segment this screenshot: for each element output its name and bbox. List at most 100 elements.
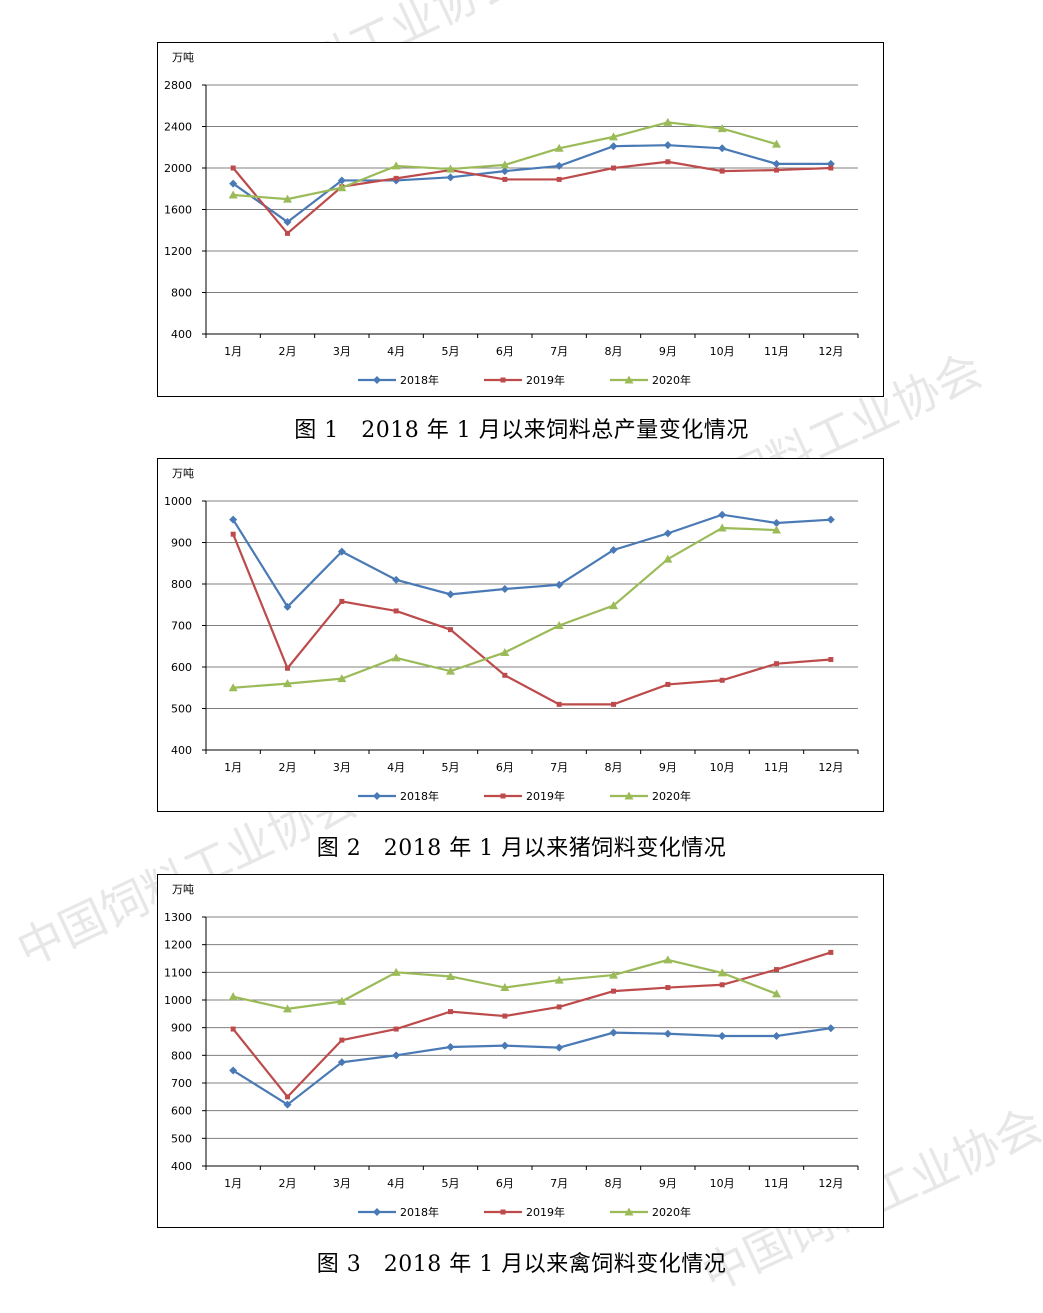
legend-label-2019: 2019年 <box>526 789 565 803</box>
data-point-2020 <box>446 971 455 980</box>
data-point-2018 <box>663 1029 672 1038</box>
chart-3-caption: 图 3 2018 年 1 月以来禽饲料变化情况 <box>316 1252 727 1277</box>
x-tick-label: 11月 <box>764 345 789 358</box>
data-point-2018 <box>772 1031 781 1040</box>
chart-3-svg: 万吨 400 500 600 700 800 900 1000 1100 1200 1300 1月 2月… <box>164 883 859 1219</box>
legend-marker-2019 <box>500 1209 506 1215</box>
x-tick-label: 8月 <box>605 761 623 774</box>
chart-2-caption: 图 2 2018 年 1 月以来猪饲料变化情况 <box>316 836 727 861</box>
data-point-2020 <box>554 975 564 984</box>
data-point-2020 <box>609 601 618 610</box>
x-tick-label: 9月 <box>659 1177 677 1190</box>
data-point-2018 <box>555 580 564 589</box>
data-point-2018 <box>283 217 292 226</box>
legend-label-2020: 2020年 <box>652 1205 691 1219</box>
series-line-2019 <box>232 160 831 235</box>
data-point-2020 <box>663 117 673 126</box>
y-tick-label: 2800 <box>164 79 192 92</box>
data-point-2020 <box>772 989 781 998</box>
y-tick-label: 1600 <box>164 204 192 217</box>
y-tick-label: 900 <box>171 1022 192 1035</box>
legend-label-2018: 2018年 <box>400 1205 439 1219</box>
x-tick-label: 3月 <box>333 345 351 358</box>
data-point-2019 <box>285 230 290 236</box>
x-tick-label: 8月 <box>605 345 623 358</box>
y-tick-label: 2400 <box>164 121 192 134</box>
data-point-2019 <box>611 701 616 707</box>
data-point-2018 <box>663 141 672 150</box>
legend-label-2018: 2018年 <box>400 373 439 387</box>
y-tick-label: 1000 <box>164 495 192 508</box>
y-tick-label: 600 <box>171 1105 192 1118</box>
data-point-2018 <box>337 176 346 185</box>
data-point-2020 <box>772 139 781 148</box>
x-tick-label: 8月 <box>605 1177 623 1190</box>
data-point-2020 <box>609 970 618 979</box>
data-point-2018 <box>229 1066 238 1075</box>
x-tick-label: 12月 <box>818 345 843 358</box>
data-point-2019 <box>230 531 236 537</box>
data-point-2018 <box>229 179 238 188</box>
legend-label-2020: 2020年 <box>652 373 691 387</box>
data-point-2018 <box>337 547 346 556</box>
x-tick-label: 1月 <box>224 1177 242 1190</box>
data-point-2020 <box>717 124 727 133</box>
y-tick-label: 400 <box>171 744 192 757</box>
data-point-2020 <box>446 164 455 173</box>
x-tick-label: 2月 <box>279 761 297 774</box>
data-point-2019 <box>828 657 834 663</box>
x-tick-label: 2月 <box>279 1177 297 1190</box>
data-point-2020 <box>663 955 673 964</box>
legend-label-2018: 2018年 <box>400 789 439 803</box>
data-point-2019 <box>230 1026 236 1032</box>
data-point-2018 <box>500 584 509 593</box>
x-tick-label: 7月 <box>550 1177 568 1190</box>
data-point-2020 <box>228 190 238 199</box>
y-tick-label: 500 <box>171 1132 192 1145</box>
legend-label-2020: 2020年 <box>652 789 691 803</box>
data-point-2018 <box>229 515 238 524</box>
chart-3-frame: 万吨 400 500 600 700 800 900 1000 1100 1200 1300 1月 2月… <box>157 874 884 1228</box>
y-tick-label: 1000 <box>164 994 192 1007</box>
data-point-2019 <box>556 176 562 182</box>
data-point-2018 <box>500 167 509 176</box>
series-line-2020 <box>233 526 777 689</box>
chart-1-frame: 万吨 400 800 1200 1600 2000 2400 2800 1月 2月 3月 4月 5月 6月… <box>157 42 884 397</box>
chart-1-svg: 万吨 400 800 1200 1600 2000 2400 2800 1月 2月 3月 4月 5月 6月… <box>164 51 859 387</box>
data-point-2018 <box>283 1100 292 1109</box>
data-point-2020 <box>446 666 455 675</box>
legend-marker-2018 <box>373 1208 381 1216</box>
data-point-2018 <box>772 518 781 527</box>
data-point-2019 <box>719 168 725 174</box>
data-point-2019 <box>719 982 725 988</box>
series-line-2018 <box>232 513 831 609</box>
data-point-2019 <box>611 988 616 994</box>
chart-1-caption: 图 1 2018 年 1 月以来饲料总产量变化情况 <box>294 418 749 443</box>
data-point-2018 <box>555 1043 564 1052</box>
x-tick-label: 10月 <box>710 761 735 774</box>
series-line-2019 <box>232 533 831 706</box>
data-point-2019 <box>611 165 616 171</box>
legend-label-2019: 2019年 <box>526 1205 565 1219</box>
data-point-2018 <box>392 1051 401 1060</box>
series-line-2018 <box>232 1027 831 1106</box>
data-point-2019 <box>448 627 453 633</box>
x-tick-label: 3月 <box>333 1177 351 1190</box>
data-point-2018 <box>826 1024 835 1033</box>
y-tick-label: 900 <box>171 537 192 550</box>
data-point-2019 <box>774 167 779 173</box>
legend-marker-2020 <box>624 791 634 800</box>
data-point-2020 <box>609 132 618 141</box>
y-tick-label: 400 <box>171 328 192 341</box>
y-unit-label: 万吨 <box>172 467 194 480</box>
data-point-2019 <box>339 598 345 604</box>
data-point-2018 <box>718 144 727 153</box>
legend-marker-2020 <box>624 1207 634 1216</box>
x-tick-label: 11月 <box>764 1177 789 1190</box>
x-tick-label: 11月 <box>764 761 789 774</box>
x-tick-label: 12月 <box>818 761 843 774</box>
data-point-2020 <box>391 161 401 170</box>
data-point-2020 <box>337 183 347 192</box>
data-point-2019 <box>339 1037 345 1043</box>
data-point-2020 <box>500 160 510 169</box>
